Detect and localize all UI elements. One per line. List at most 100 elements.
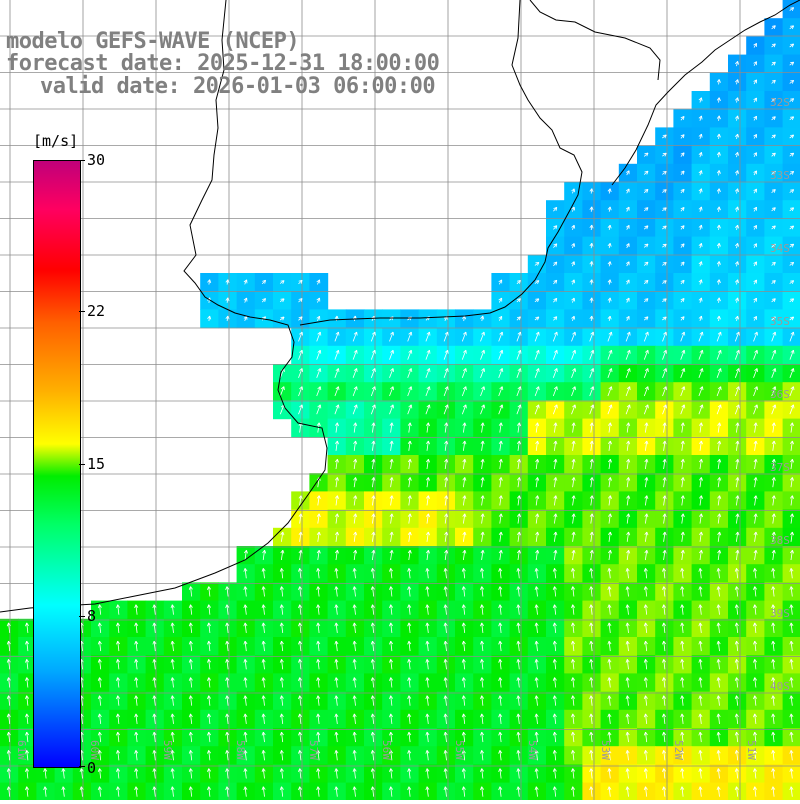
wind-speed-cell xyxy=(783,582,800,601)
latitude-label: 32S xyxy=(770,96,790,109)
wind-speed-cell xyxy=(746,91,765,110)
wind-speed-cell xyxy=(764,18,783,37)
wind-speed-cell xyxy=(619,182,638,201)
wind-speed-cell xyxy=(309,309,328,328)
wind-speed-cell xyxy=(783,692,800,711)
latitude-label: 38S xyxy=(770,534,790,547)
wind-speed-cell xyxy=(764,218,783,237)
wind-speed-cell xyxy=(528,291,547,310)
wind-speed-cell xyxy=(746,273,765,292)
wind-speed-cell xyxy=(546,309,565,328)
wind-speed-cell xyxy=(491,309,510,328)
wind-speed-cell xyxy=(746,127,765,146)
wind-speed-cell xyxy=(491,291,510,310)
colorbar-tick xyxy=(79,464,85,465)
colorbar-unit: [m/s] xyxy=(33,132,78,150)
longitude-label: 53W xyxy=(599,740,612,760)
wind-speed-cell xyxy=(673,182,692,201)
wind-speed-cell xyxy=(619,291,638,310)
wind-speed-cell xyxy=(673,309,692,328)
wind-speed-cell xyxy=(764,182,783,201)
wind-speed-cell xyxy=(309,291,328,310)
wind-speed-cell xyxy=(637,255,656,274)
wind-speed-cell xyxy=(419,309,438,328)
longitude-label: 55W xyxy=(453,740,466,760)
colorbar-tick-label: 30 xyxy=(87,151,105,169)
wind-speed-cell xyxy=(783,746,800,765)
wind-speed-cell xyxy=(510,273,529,292)
wind-speed-cell xyxy=(746,36,765,55)
wind-speed-cell xyxy=(546,218,565,237)
wind-speed-cell xyxy=(619,273,638,292)
colorbar-tick xyxy=(79,766,85,767)
wind-speed-cell xyxy=(637,237,656,256)
latitude-label: 33S xyxy=(770,169,790,182)
wind-speed-cell xyxy=(400,309,419,328)
longitude-label: 57W xyxy=(307,740,320,760)
wind-speed-cell xyxy=(764,273,783,292)
wind-speed-cell xyxy=(746,291,765,310)
wind-speed-cell xyxy=(510,291,529,310)
wind-speed-cell xyxy=(746,255,765,274)
wind-speed-cell xyxy=(655,309,674,328)
wind-speed-cell xyxy=(673,273,692,292)
wind-speed-cell xyxy=(655,146,674,165)
latitude-label: 36S xyxy=(770,388,790,401)
wind-speed-cell xyxy=(746,109,765,128)
colorbar-tick-label: 0 xyxy=(87,759,96,777)
wind-speed-cell xyxy=(637,200,656,219)
wind-speed-cell xyxy=(491,273,510,292)
colorbar xyxy=(33,160,81,768)
wind-speed-cell xyxy=(273,273,292,292)
wind-speed-cell xyxy=(619,218,638,237)
latitude-label: 35S xyxy=(770,315,790,328)
wind-speed-cell xyxy=(619,200,638,219)
wind-speed-cell xyxy=(528,309,547,328)
wind-speed-cell xyxy=(673,237,692,256)
wind-speed-cell xyxy=(255,291,274,310)
wind-speed-cell xyxy=(655,127,674,146)
colorbar-tick-label: 8 xyxy=(87,607,96,625)
colorbar-tick xyxy=(79,311,85,312)
wind-speed-cell xyxy=(637,164,656,183)
wind-speed-cell xyxy=(764,127,783,146)
longitude-label: 61W xyxy=(15,740,28,760)
wind-speed-cell xyxy=(637,309,656,328)
longitude-label: 58W xyxy=(234,740,247,760)
wind-speed-cell xyxy=(273,309,292,328)
longitude-label: 56W xyxy=(380,740,393,760)
wind-speed-cell xyxy=(746,218,765,237)
wind-speed-cell xyxy=(309,273,328,292)
wind-speed-cell xyxy=(783,619,800,638)
wind-speed-cell xyxy=(655,218,674,237)
longitude-label: 54W xyxy=(526,740,539,760)
wind-speed-cell xyxy=(764,200,783,219)
wind-speed-cell xyxy=(637,182,656,201)
wind-speed-cell xyxy=(546,291,565,310)
wind-speed-cell xyxy=(673,200,692,219)
wind-speed-cell xyxy=(546,273,565,292)
wind-speed-cell xyxy=(655,291,674,310)
wind-speed-cell xyxy=(655,182,674,201)
wind-speed-cell xyxy=(637,273,656,292)
wind-speed-cell xyxy=(746,200,765,219)
wind-speed-cell xyxy=(673,255,692,274)
wind-speed-cell xyxy=(673,127,692,146)
wind-speed-cell xyxy=(655,164,674,183)
wind-speed-cell xyxy=(746,309,765,328)
wind-speed-cell xyxy=(746,73,765,92)
wind-speed-cell xyxy=(746,182,765,201)
wind-speed-cell xyxy=(273,291,292,310)
wind-speed-cell xyxy=(783,728,800,747)
forecast-date: forecast date: 2025-12-31 18:00:00 xyxy=(6,52,439,76)
wind-speed-cell xyxy=(764,73,783,92)
wind-speed-cell xyxy=(291,273,310,292)
wind-speed-cell xyxy=(746,55,765,74)
wind-speed-cell xyxy=(764,255,783,274)
wind-speed-cell xyxy=(655,200,674,219)
colorbar-tick-label: 15 xyxy=(87,455,105,473)
wind-speed-cell xyxy=(783,710,800,729)
latitude-label: 34S xyxy=(770,242,790,255)
